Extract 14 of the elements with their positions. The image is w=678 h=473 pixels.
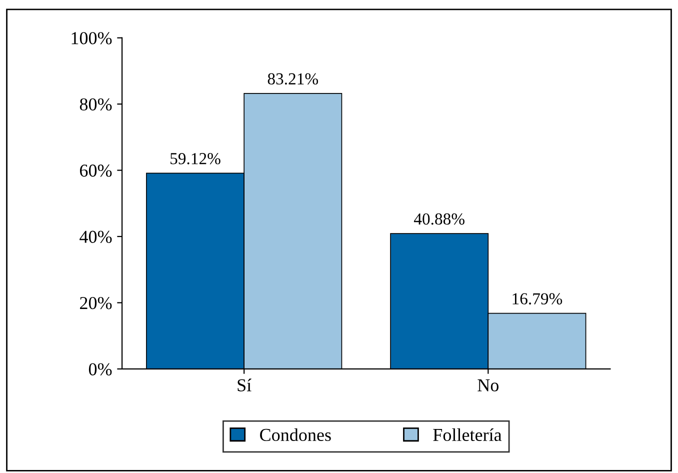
y-tick-label: 40% bbox=[80, 230, 112, 243]
x-tick-label: Sí bbox=[238, 378, 252, 392]
y-tick-label: 20% bbox=[80, 296, 112, 310]
data-label: 40.88% bbox=[414, 213, 464, 225]
data-label: 16.79% bbox=[512, 293, 562, 304]
y-tick-label: 0% bbox=[88, 363, 112, 376]
legend-label: Condones bbox=[260, 428, 331, 442]
y-tick-label: 100% bbox=[72, 32, 112, 44]
y-tick-label: 60% bbox=[80, 164, 112, 177]
y-tick-label: 80% bbox=[80, 98, 112, 111]
legend-label: Folletería bbox=[433, 428, 502, 442]
x-tick-label: No bbox=[478, 379, 499, 392]
data-label: 83.21% bbox=[268, 73, 318, 85]
data-label: 59.12% bbox=[170, 153, 220, 164]
